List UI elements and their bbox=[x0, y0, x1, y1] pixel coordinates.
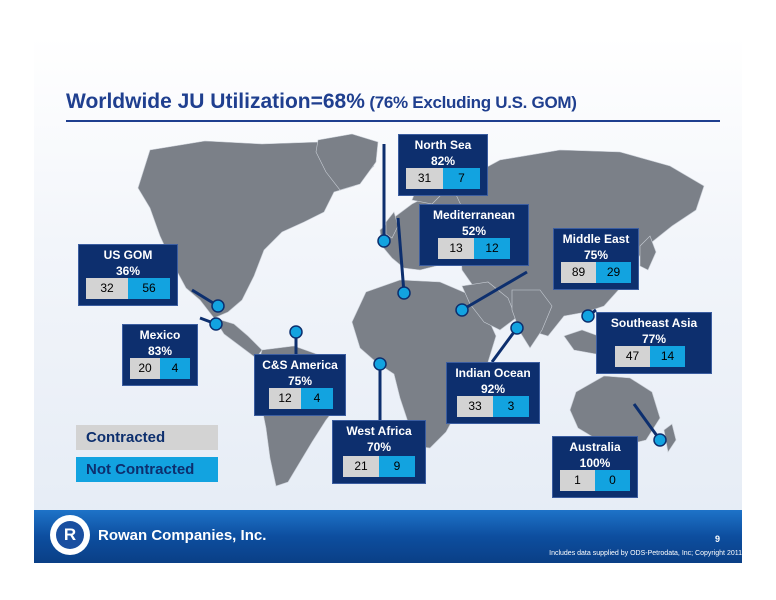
not-contracted-count: 29 bbox=[596, 262, 631, 283]
contracted-count: 89 bbox=[561, 262, 596, 283]
page-title: Worldwide JU Utilization=68% (76% Exclud… bbox=[66, 90, 577, 114]
not-contracted-count: 4 bbox=[160, 358, 190, 379]
region-utilization: 77% bbox=[641, 332, 667, 346]
landmass-australia bbox=[569, 375, 661, 447]
title-rule bbox=[66, 120, 720, 122]
region-utilization: 75% bbox=[583, 248, 609, 262]
contracted-count: 33 bbox=[457, 396, 493, 417]
not-contracted-count: 0 bbox=[595, 470, 630, 491]
contracted-count: 12 bbox=[269, 388, 301, 409]
region-name: Mexico bbox=[139, 328, 181, 342]
not-contracted-count: 3 bbox=[493, 396, 529, 417]
region-box-mexico: Mexico 83% 20 4 bbox=[122, 324, 198, 386]
marker-west-africa bbox=[373, 357, 387, 371]
marker-cs-america bbox=[289, 325, 303, 339]
title-sub: (76% Excluding U.S. GOM) bbox=[369, 93, 577, 112]
region-box-middle-east: Middle East 75% 89 29 bbox=[553, 228, 639, 290]
not-contracted-count: 12 bbox=[474, 238, 510, 259]
marker-indian-ocean bbox=[510, 321, 524, 335]
contracted-count: 31 bbox=[406, 168, 443, 189]
marker-north-sea bbox=[377, 234, 391, 248]
region-box-us-gom: US GOM 36% 32 56 bbox=[78, 244, 178, 306]
contracted-count: 1 bbox=[560, 470, 595, 491]
source-note: Includes data supplied by ODS-Petrodata,… bbox=[549, 550, 742, 557]
region-name: Australia bbox=[569, 440, 621, 454]
landmass-india bbox=[511, 289, 553, 349]
region-utilization: 92% bbox=[480, 382, 506, 396]
region-name: Southeast Asia bbox=[610, 316, 698, 330]
marker-middle-east bbox=[455, 303, 469, 317]
company-name: Rowan Companies, Inc. bbox=[98, 527, 267, 544]
landmass-uk bbox=[385, 211, 399, 239]
page-number: 9 bbox=[714, 534, 720, 544]
region-utilization: 36% bbox=[115, 264, 141, 278]
region-name: North Sea bbox=[414, 138, 472, 152]
region-name: US GOM bbox=[103, 248, 153, 262]
region-name: Middle East bbox=[562, 232, 630, 246]
region-utilization: 83% bbox=[147, 344, 173, 358]
contracted-count: 21 bbox=[343, 456, 379, 477]
landmass-arabia bbox=[461, 281, 517, 331]
connector-indian-ocean bbox=[490, 327, 519, 363]
region-box-australia: Australia 100% 1 0 bbox=[552, 436, 638, 498]
region-utilization: 52% bbox=[461, 224, 487, 238]
contracted-count: 32 bbox=[86, 278, 128, 299]
region-box-mediterranean: Mediterranean 52% 13 12 bbox=[419, 204, 529, 266]
region-utilization: 75% bbox=[287, 374, 313, 388]
connector-middle-east bbox=[461, 270, 528, 312]
footer-bar bbox=[34, 510, 742, 563]
marker-australia bbox=[653, 433, 667, 447]
contracted-count: 47 bbox=[615, 346, 650, 367]
landmass-new-zealand bbox=[663, 423, 677, 453]
region-name: C&S America bbox=[262, 358, 338, 372]
landmass-japan bbox=[639, 235, 657, 271]
region-utilization: 82% bbox=[430, 154, 456, 168]
marker-mediterranean bbox=[397, 286, 411, 300]
legend-not-contracted: Not Contracted bbox=[76, 457, 218, 482]
title-main: Worldwide JU Utilization=68% bbox=[66, 90, 365, 113]
landmass-greenland bbox=[315, 133, 379, 191]
region-box-cs-america: C&S America 75% 12 4 bbox=[254, 354, 346, 416]
region-name: Indian Ocean bbox=[455, 366, 531, 380]
region-utilization: 100% bbox=[579, 456, 611, 470]
marker-southeast-asia bbox=[581, 309, 595, 323]
region-utilization: 70% bbox=[366, 440, 392, 454]
region-name: Mediterranean bbox=[432, 208, 516, 222]
contracted-count: 13 bbox=[438, 238, 474, 259]
region-box-southeast-asia: Southeast Asia 77% 47 14 bbox=[596, 312, 712, 374]
region-box-west-africa: West Africa 70% 21 9 bbox=[332, 420, 426, 484]
not-contracted-count: 4 bbox=[301, 388, 333, 409]
marker-mexico bbox=[209, 317, 223, 331]
not-contracted-count: 14 bbox=[650, 346, 685, 367]
region-box-indian-ocean: Indian Ocean 92% 33 3 bbox=[446, 362, 540, 424]
not-contracted-count: 9 bbox=[379, 456, 415, 477]
rowan-logo-icon: R bbox=[56, 521, 84, 549]
region-box-north-sea: North Sea 82% 31 7 bbox=[398, 134, 488, 196]
connector-australia bbox=[632, 403, 662, 441]
legend-contracted: Contracted bbox=[76, 425, 218, 450]
not-contracted-count: 7 bbox=[443, 168, 480, 189]
marker-us-gom bbox=[211, 299, 225, 313]
not-contracted-count: 56 bbox=[128, 278, 170, 299]
connector-mediterranean bbox=[396, 217, 406, 294]
contracted-count: 20 bbox=[130, 358, 160, 379]
region-name: West Africa bbox=[346, 424, 412, 438]
